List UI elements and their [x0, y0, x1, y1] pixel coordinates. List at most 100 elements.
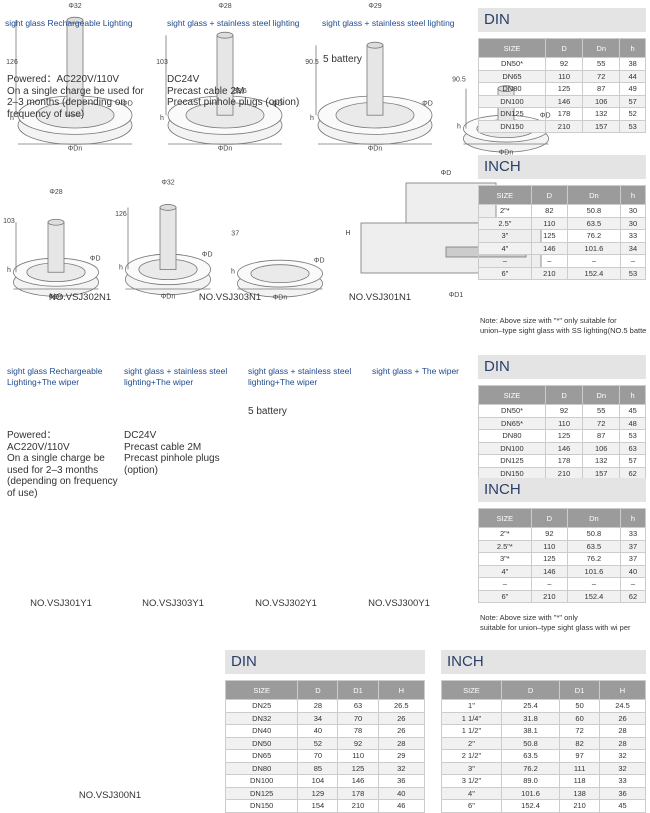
cell: 110 — [544, 69, 584, 83]
note: Note: Above size with "*" only suitable … — [480, 316, 650, 336]
cell: 55 — [582, 404, 621, 418]
spec-line: (depending on frequency — [7, 476, 118, 487]
dimension-label: ΦD — [202, 252, 213, 259]
cell: 125 — [337, 761, 379, 775]
row: DN125 129 178 40 — [224, 786, 426, 800]
cell: 28 — [377, 736, 426, 750]
spec-line: 2–3 months (depending on — [7, 97, 126, 108]
lamp-cap — [159, 204, 177, 211]
cell: 36 — [377, 774, 426, 788]
table: SIZE D D1 H 1" 25.4 50 24.5 1 1/4" 31.8 60 26 1 1/2"… — [441, 680, 646, 813]
header-cell: h — [619, 508, 647, 528]
cell: 72 — [582, 416, 621, 430]
spec-line: DC24V — [124, 430, 157, 441]
dimension-label: h — [10, 115, 14, 122]
cell: 50.8 — [566, 204, 621, 218]
cell: – — [478, 254, 532, 268]
lamp-body — [366, 44, 384, 116]
spec-line: On a single charge be — [7, 453, 105, 464]
model-name: NO.VSJ303N1 — [198, 292, 262, 303]
row: DN150 210 157 53 — [478, 119, 646, 133]
row: 2.5" 110 63.5 30 — [478, 216, 647, 230]
cell: 178 — [544, 454, 584, 468]
cell: 60 — [559, 711, 600, 725]
row: DN65* 110 72 48 — [478, 416, 646, 430]
spec-table: INCH SIZE D Dn h 2"* 82 50.8 30 2.5" 110 63.5 30 3" 12… — [478, 155, 647, 280]
dimension-label: h — [457, 124, 461, 131]
spec-line: Precast pinhole plugs (option) — [124, 453, 220, 476]
header-cell: h — [619, 38, 646, 58]
row: DN32 34 70 26 — [224, 711, 426, 725]
cell: DN65 — [478, 69, 546, 83]
cell: 87 — [582, 82, 621, 96]
spec-table: INCH SIZE D D1 H 1" 25.4 50 24.5 1 1/4" 31.8 60 26 1 … — [441, 650, 646, 813]
cell: 3 1/2" — [441, 774, 502, 788]
cell: 118 — [559, 774, 600, 788]
row: DN100 146 106 57 — [478, 94, 646, 108]
cell: 63.5 — [566, 539, 621, 553]
cell: 4" — [478, 241, 532, 255]
cell: 32 — [377, 761, 426, 775]
cell: 33 — [619, 527, 647, 541]
cell: 92 — [530, 527, 568, 541]
product-drawing: Φ28 103 h ΦD ΦDn — [3, 189, 100, 301]
table: SIZE D Dn h DN50* 92 55 45 DN65* 110 72 48 DN80 125 87… — [478, 385, 646, 480]
cell: 50.8 — [500, 736, 561, 750]
cell: 72 — [582, 69, 621, 83]
cell: 28 — [599, 724, 646, 738]
table: SIZE D Dn h DN50* 92 55 38 DN65 110 72 44 DN80 125 87 4… — [478, 38, 646, 133]
header-cell: H — [599, 680, 646, 700]
row: 1" 25.4 50 24.5 — [441, 699, 646, 713]
cell: 104 — [297, 774, 339, 788]
product-drawing: Φ28 103 h 33.6 ΦD ΦDn — [156, 3, 283, 152]
cell: 44 — [619, 69, 646, 83]
dimension-label: ΦD — [122, 101, 133, 108]
header-cell: H — [377, 680, 426, 700]
cell: 62 — [619, 589, 647, 603]
cell: DN125 — [224, 786, 299, 800]
row: DN80 85 125 32 — [224, 761, 426, 775]
cell: 32 — [599, 749, 646, 763]
cell: 36 — [599, 786, 646, 800]
cell: 25.4 — [500, 699, 561, 713]
row: DN100 104 146 36 — [224, 774, 426, 788]
dimension-label: ΦD — [314, 257, 325, 264]
model-name: NO.VSJ302N1 — [48, 292, 112, 303]
cell: – — [530, 254, 568, 268]
spec-line: DC24V — [167, 74, 200, 85]
cell: 37 — [619, 552, 647, 566]
cell: DN32 — [224, 711, 299, 725]
model-name: NO.VSJ301Y1 — [30, 598, 92, 609]
header-cell: SIZE — [224, 680, 299, 700]
row: 3" 125 76.2 33 — [478, 229, 647, 243]
heading: sight glass + stainless steel lighting+T… — [248, 366, 352, 387]
cell: 2 1/2" — [441, 749, 502, 763]
cell: 146 — [544, 441, 584, 455]
table-title: DIN — [478, 8, 646, 32]
cell: 2"* — [478, 527, 532, 541]
table: SIZE D Dn h 2"* 92 50.8 33 2.5"* 110 63.5 37 3"* 125 7… — [478, 508, 647, 603]
cell: DN125 — [478, 454, 546, 468]
cell: 101.6 — [566, 564, 621, 578]
header-cell: D1 — [337, 680, 379, 700]
cell: 62 — [619, 466, 646, 480]
heading: sight glass + stainless steel lighting — [322, 18, 455, 28]
header-cell: D — [500, 680, 561, 700]
cell: – — [530, 577, 568, 591]
cell: 3"* — [478, 552, 532, 566]
row: DN100 146 106 63 — [478, 441, 646, 455]
glass — [250, 264, 310, 284]
dimension-label: 90.5 — [305, 59, 319, 66]
note-line: Note: Above size with "*" only suitable … — [480, 316, 617, 325]
cell: 28 — [599, 736, 646, 750]
row: DN80 125 87 53 — [478, 429, 646, 443]
cell: 63 — [337, 699, 379, 713]
row: 6" 210 152.4 53 — [478, 266, 647, 280]
cell: 53 — [619, 429, 646, 443]
header-row: SIZE D Dn h — [478, 38, 646, 58]
row: 2 1/2" 63.5 97 32 — [441, 749, 646, 763]
cell: 111 — [559, 761, 600, 775]
header-cell: SIZE — [478, 185, 532, 205]
cell: 63.5 — [566, 216, 621, 230]
cell: 132 — [582, 107, 621, 121]
